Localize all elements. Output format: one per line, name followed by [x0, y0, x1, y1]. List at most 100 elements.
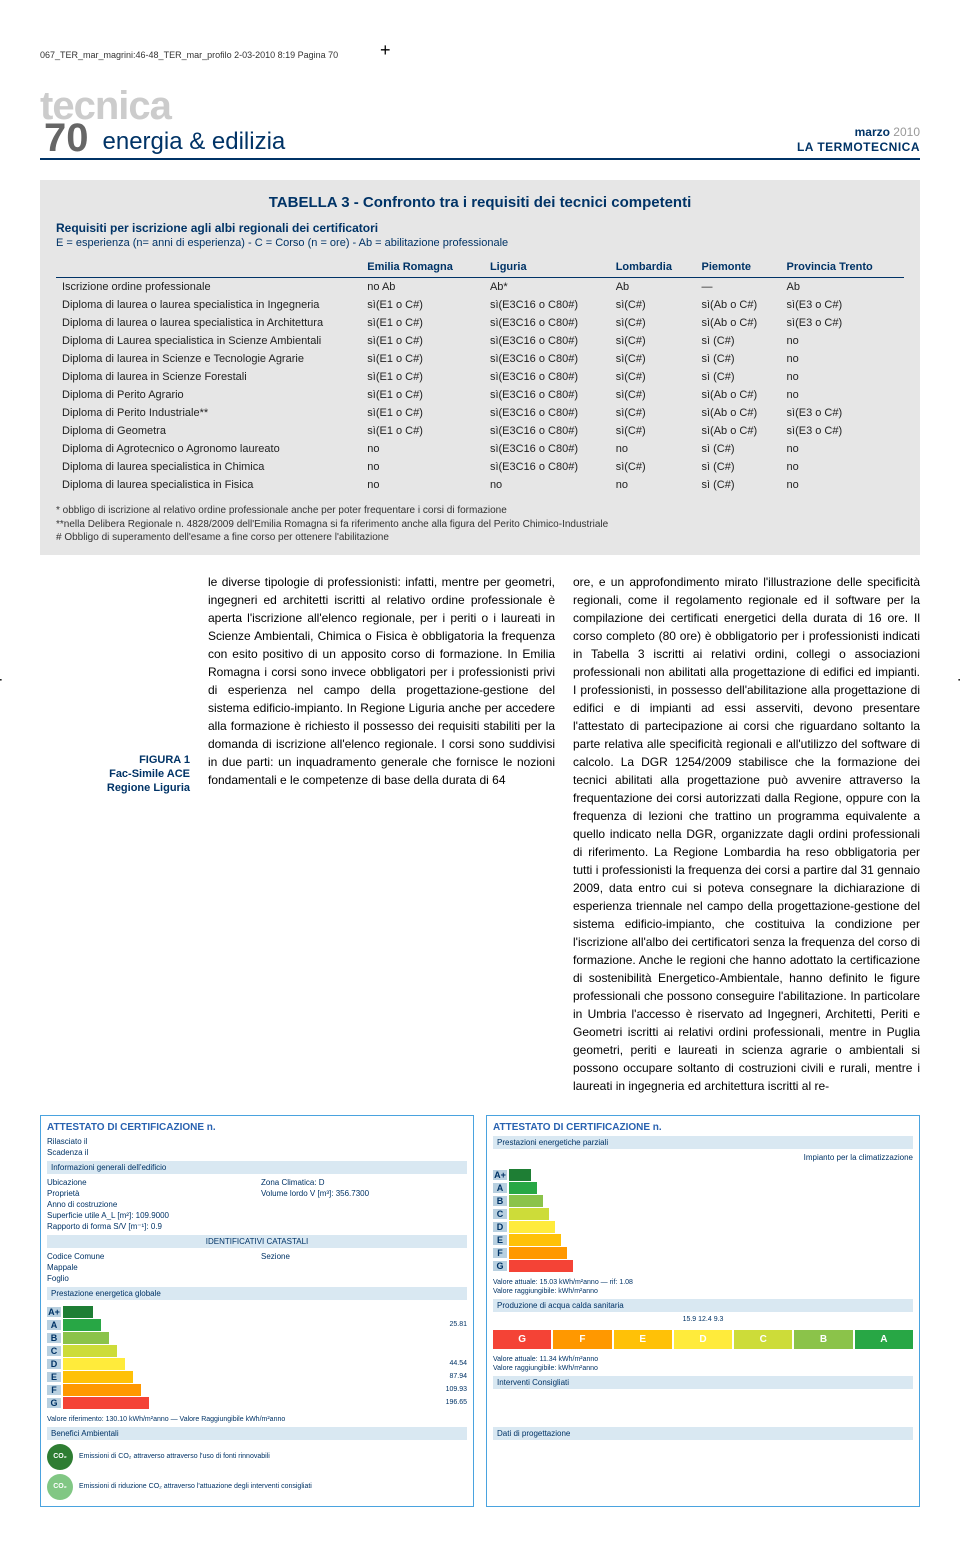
table-row: Diploma di laurea specialistica in Chimi… — [56, 458, 904, 476]
table-cell: sì(C#) — [610, 314, 696, 332]
cert-field: 15.9 12.4 9.3 — [493, 1315, 913, 1324]
table-cell: sì(E3 o C#) — [781, 314, 904, 332]
table-cell: Iscrizione ordine professionale — [56, 278, 361, 297]
cert-field: Emissioni di CO₂ attraverso attraverso l… — [79, 1452, 467, 1461]
table-cell: sì(Ab o C#) — [695, 314, 780, 332]
cert-field: Sezione — [261, 1251, 467, 1262]
table-cell: sì(C#) — [610, 422, 696, 440]
table-cell: no — [610, 476, 696, 494]
running-header: 067_TER_mar_magrini:46-48_TER_mar_profil… — [40, 50, 920, 60]
table-cell: Ab* — [484, 278, 610, 297]
figure-caption: FIGURA 1 Fac-Simile ACE Regione Liguria — [40, 573, 190, 1095]
cert-field: Emissioni di riduzione CO₂ attraverso l'… — [79, 1482, 467, 1491]
table-subtitle-2: E = esperienza (n= anni di esperienza) -… — [56, 237, 904, 249]
table-cell: sì(E3C16 o C80#) — [484, 314, 610, 332]
table-cell: sì (C#) — [695, 368, 780, 386]
certificate-card-right: ATTESTATO DI CERTIFICAZIONE n. Prestazio… — [486, 1115, 920, 1507]
table-cell: sì(E3 o C#) — [781, 404, 904, 422]
cert-section: Interventi Consigliati — [493, 1376, 913, 1389]
table-cell: sì (C#) — [695, 332, 780, 350]
table-row: Diploma di Geometrasì(E1 o C#)sì(E3C16 o… — [56, 422, 904, 440]
issue-month: marzo — [855, 125, 890, 139]
table-cell: Diploma di Perito Industriale** — [56, 404, 361, 422]
table-cell: no Ab — [361, 278, 484, 297]
table-cell: Diploma di laurea o laurea specialistica… — [56, 314, 361, 332]
cert-field: Codice Comune — [47, 1251, 253, 1262]
table-cell: no — [781, 332, 904, 350]
cert-title: ATTESTATO DI CERTIFICAZIONE n. — [493, 1122, 913, 1133]
cert-field: Ubicazione — [47, 1177, 253, 1188]
table-row: Diploma di Perito Agrariosì(E1 o C#)sì(E… — [56, 386, 904, 404]
table-cell: sì(E1 o C#) — [361, 296, 484, 314]
cert-field: Scadenza il — [47, 1147, 467, 1158]
cert-field: Rapporto di forma S/V [m⁻¹]: 0.9 — [47, 1221, 253, 1232]
body-column-middle: le diverse tipologie di professionisti: … — [208, 573, 555, 1095]
table-cell: sì(E3C16 o C80#) — [484, 404, 610, 422]
crop-mark-icon: + — [380, 40, 391, 61]
table-cell: Diploma di laurea in Scienze e Tecnologi… — [56, 350, 361, 368]
co2-icon: CO₂ — [47, 1474, 73, 1500]
table-cell: Diploma di laurea specialistica in Chimi… — [56, 458, 361, 476]
table-cell: sì(E3C16 o C80#) — [484, 350, 610, 368]
table-cell: no — [781, 350, 904, 368]
table-header-cell: Liguria — [484, 257, 610, 278]
table-cell: Diploma di Perito Agrario — [56, 386, 361, 404]
table-cell: no — [484, 476, 610, 494]
table-header-cell: Emilia Romagna — [361, 257, 484, 278]
figure-1-ace: ATTESTATO DI CERTIFICAZIONE n. Rilasciat… — [40, 1115, 920, 1507]
table-cell: sì(C#) — [610, 332, 696, 350]
table-cell: sì(E3C16 o C80#) — [484, 386, 610, 404]
table-notes: * obbligo di iscrizione al relativo ordi… — [56, 504, 904, 545]
table-cell: sì(E3 o C#) — [781, 296, 904, 314]
cert-section: Benefici Ambientali — [47, 1427, 467, 1440]
cert-footer-note: Valore riferimento: 130.10 kWh/m²anno — … — [47, 1415, 467, 1424]
table-cell: no — [781, 458, 904, 476]
table-cell: Ab — [781, 278, 904, 297]
cert-field: Volume lordo V [m³]: 356.7300 — [261, 1188, 467, 1199]
table-row: Diploma di Agrotecnico o Agronomo laurea… — [56, 440, 904, 458]
table-cell: sì(E1 o C#) — [361, 368, 484, 386]
table-header-cell — [56, 257, 361, 278]
co2-icon: CO₂ — [47, 1444, 73, 1470]
table-cell: sì(E1 o C#) — [361, 422, 484, 440]
table-cell: Diploma di laurea o laurea specialistica… — [56, 296, 361, 314]
cert-field: Rilasciato il — [47, 1136, 467, 1147]
magazine-name: LA TERMOTECNICA — [797, 140, 920, 154]
table-cell: sì (C#) — [695, 458, 780, 476]
table-cell: no — [781, 476, 904, 494]
table-cell: Diploma di Laurea specialistica in Scien… — [56, 332, 361, 350]
table-cell: sì(E3C16 o C80#) — [484, 296, 610, 314]
table-cell: sì(C#) — [610, 368, 696, 386]
table-cell: sì(Ab o C#) — [695, 296, 780, 314]
table-cell: sì(C#) — [610, 404, 696, 422]
table-cell: sì (C#) — [695, 350, 780, 368]
table-cell: no — [361, 476, 484, 494]
table-cell: Diploma di laurea in Scienze Forestali — [56, 368, 361, 386]
table-cell: sì(E3 o C#) — [781, 422, 904, 440]
table-3-box: TABELLA 3 - Confronto tra i requisiti de… — [40, 180, 920, 555]
table-cell: Diploma di Agrotecnico o Agronomo laurea… — [56, 440, 361, 458]
table-cell: sì(E1 o C#) — [361, 350, 484, 368]
table-cell: sì(C#) — [610, 386, 696, 404]
table-cell: sì(C#) — [610, 350, 696, 368]
table-cell: no — [361, 458, 484, 476]
cert-section: Informazioni generali dell'edificio — [47, 1161, 467, 1174]
issue-year: 2010 — [893, 125, 920, 139]
table-header-cell: Lombardia — [610, 257, 696, 278]
cert-field: Foglio — [47, 1273, 253, 1284]
cert-field: Superficie utile A_L [m²]: 109.9000 — [47, 1210, 253, 1221]
cert-field: Valore raggiungibile: kWh/m²anno — [493, 1364, 913, 1373]
table-row: Diploma di laurea specialistica in Fisic… — [56, 476, 904, 494]
table-subtitle-1: Requisiti per iscrizione agli albi regio… — [56, 221, 904, 235]
cert-section: Dati di progettazione — [493, 1427, 913, 1440]
table-cell: sì(C#) — [610, 458, 696, 476]
certificate-card-left: ATTESTATO DI CERTIFICAZIONE n. Rilasciat… — [40, 1115, 474, 1507]
cert-field: Impianto per la climatizzazione — [493, 1152, 913, 1163]
table-cell: sì(C#) — [610, 296, 696, 314]
table-cell: no — [781, 368, 904, 386]
table-cell: Ab — [610, 278, 696, 297]
cert-field: Mappale — [47, 1262, 253, 1273]
table-cell: sì(E1 o C#) — [361, 314, 484, 332]
cert-field: Valore attuale: 11.34 kWh/m²anno — [493, 1355, 913, 1364]
table-cell: sì(Ab o C#) — [695, 422, 780, 440]
